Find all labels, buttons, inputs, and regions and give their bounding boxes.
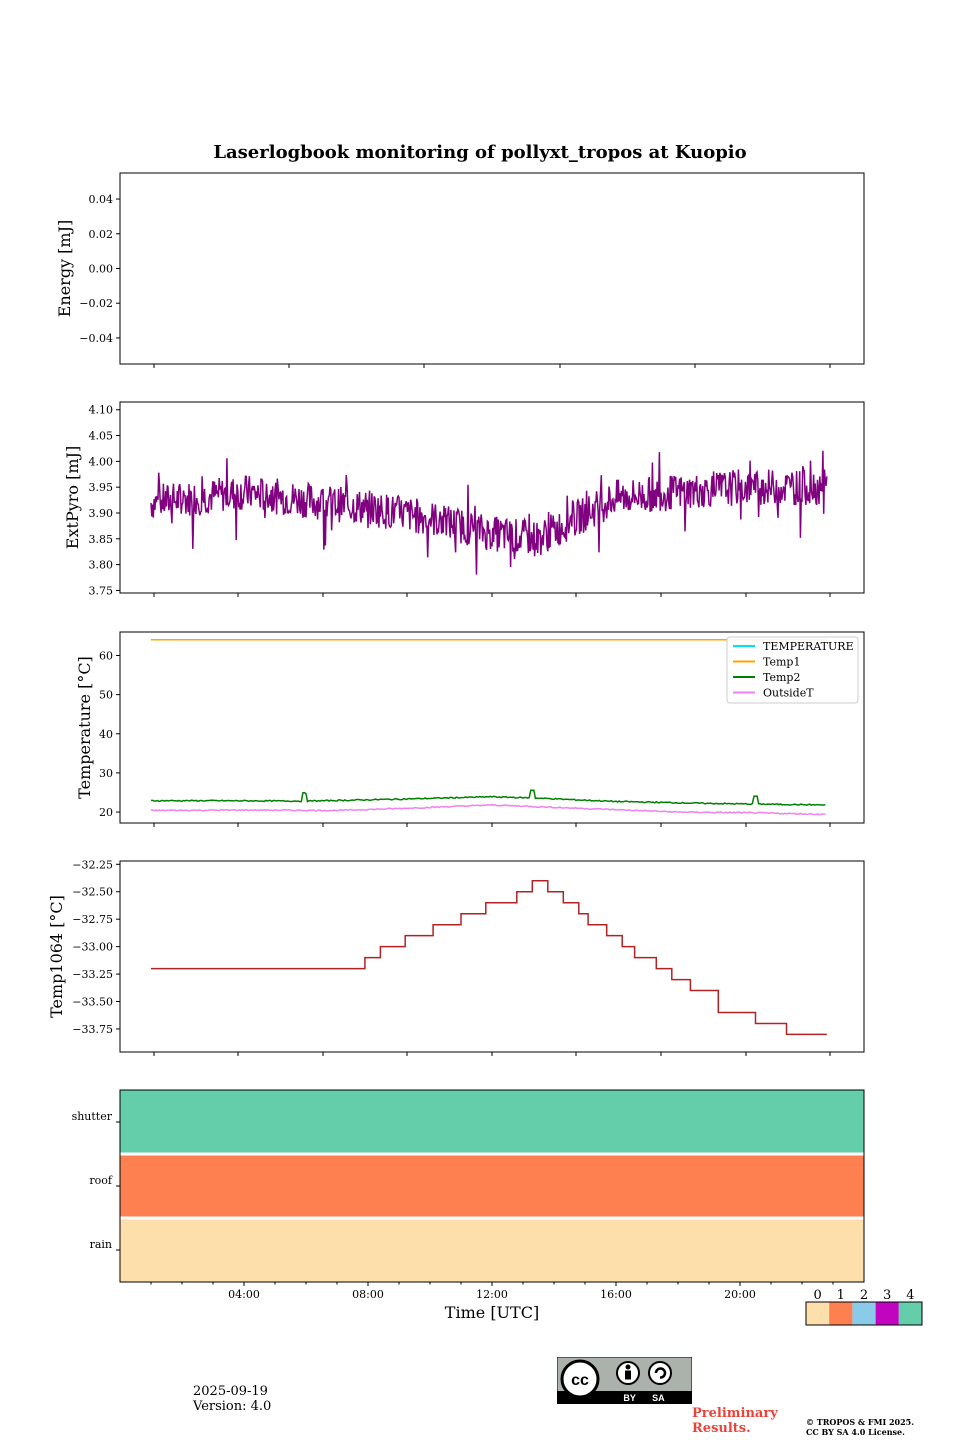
by-attribution-body xyxy=(625,1370,631,1380)
colorbar-cell xyxy=(829,1302,853,1325)
colorbar-cell xyxy=(806,1302,830,1325)
y-tick-label: −32.75 xyxy=(72,913,113,926)
footer-date-block: 2025-09-19 Version: 4.0 xyxy=(193,1384,271,1414)
x-tick-label: 16:00 xyxy=(600,1288,632,1301)
y-tick-label: 3.85 xyxy=(89,533,114,546)
y-axis-label-temp1064: Temp1064 [°C] xyxy=(47,895,66,1018)
y-tick-label: −32.50 xyxy=(72,886,113,899)
copyright-block: © TROPOS & FMI 2025. CC BY SA 4.0 Licens… xyxy=(806,1417,914,1437)
license-badge-label: BY SA xyxy=(623,1393,665,1403)
colorbar-label: 4 xyxy=(906,1288,914,1303)
colorbar-cell xyxy=(875,1302,899,1325)
status-band-shutter xyxy=(120,1090,864,1154)
status-band-rain xyxy=(120,1218,864,1282)
plots-group: −0.04 −0.02 0.00 0.02 0.04 Energy [mJ] 3.75 3.8… xyxy=(47,172,923,1326)
y-tick-label: 3.90 xyxy=(89,507,114,520)
y-tick-label: 20 xyxy=(99,806,113,819)
x-axis-label: Time [UTC] xyxy=(445,1303,539,1322)
y-tick-label: 3.75 xyxy=(89,584,114,597)
status-band-roof xyxy=(120,1154,864,1218)
sa-share-alike-icon xyxy=(648,1361,672,1385)
y-tick-label: 0.04 xyxy=(89,193,114,206)
x-tick-label: 20:00 xyxy=(724,1288,756,1301)
colorbar-label: 3 xyxy=(883,1288,891,1303)
y-tick-label: 3.80 xyxy=(89,559,114,572)
panel-status: shutter roof rain 04:00 08:00 12:00 16:00 20:00… xyxy=(72,1089,923,1326)
colorbar-label: 1 xyxy=(837,1288,845,1303)
footer-version: Version: 4.0 xyxy=(193,1399,272,1414)
status-row-label: roof xyxy=(89,1174,113,1187)
y-tick-label: −0.02 xyxy=(79,297,113,310)
panel-temperature: 20 30 40 50 60 Temperature [°C] TEMPERATURE Tem… xyxy=(75,631,865,827)
status-row-label: rain xyxy=(90,1238,112,1251)
y-tick-label: −33.00 xyxy=(72,941,113,954)
y-tick-label: −32.25 xyxy=(72,858,113,871)
panel-extpyro: 3.75 3.80 3.85 3.90 3.95 4.00 4.05 4.10 ExtPyro … xyxy=(63,401,865,597)
y-tick-label: 30 xyxy=(99,767,113,780)
cc-icon-text: cc xyxy=(571,1372,589,1389)
y-tick-label: 0.02 xyxy=(89,228,114,241)
plot-frame-energy xyxy=(119,172,865,365)
y-tick-label: 4.10 xyxy=(89,404,114,417)
colorbar-frame xyxy=(805,1301,923,1326)
series-line-outsidet xyxy=(151,803,826,816)
status-row-label: shutter xyxy=(72,1110,113,1123)
colorbar-label: 0 xyxy=(813,1288,821,1303)
y-tick-label: −0.04 xyxy=(79,332,113,345)
sa-share-alike-arrow xyxy=(654,1367,667,1379)
cc-by-sa-badge: cc BY SA xyxy=(557,1357,692,1404)
legend-entry: Temp1 xyxy=(763,656,800,669)
legend-entry: Temp2 xyxy=(763,671,800,684)
y-tick-label: 4.05 xyxy=(89,430,114,443)
cc-icon xyxy=(560,1359,600,1399)
series-line-extpyro xyxy=(150,450,828,575)
copyright-line-2: CC BY SA 4.0 License. xyxy=(806,1427,905,1437)
panel-temp1064: −33.75 −33.50 −33.25 −33.00 −32.75 −32.50 −32.… xyxy=(47,858,865,1056)
x-tick-label: 04:00 xyxy=(228,1288,260,1301)
y-tick-label: 3.95 xyxy=(89,481,114,494)
footer-date: 2025-09-19 xyxy=(193,1384,268,1399)
plot-frame-temp1064 xyxy=(119,860,865,1053)
legend-frame xyxy=(726,636,859,704)
y-axis-label-temperature: Temperature [°C] xyxy=(75,656,94,799)
copyright-line-1: © TROPOS & FMI 2025. xyxy=(806,1417,915,1427)
y-tick-label: 50 xyxy=(99,689,113,702)
y-tick-label: 0.00 xyxy=(89,263,114,276)
y-tick-label: −33.50 xyxy=(72,996,113,1009)
x-tick-label: 12:00 xyxy=(476,1288,508,1301)
colorbar-cell xyxy=(852,1302,876,1325)
y-tick-label: 60 xyxy=(99,649,113,662)
y-tick-label: −33.25 xyxy=(72,968,113,981)
y-tick-label: −33.75 xyxy=(72,1023,113,1036)
series-line-temp1064 xyxy=(151,880,827,1036)
temperature-legend: TEMPERATURE Temp1 Temp2 OutsideT xyxy=(726,636,859,704)
y-tick-label: 4.00 xyxy=(89,455,114,468)
legend-entry: TEMPERATURE xyxy=(763,640,854,653)
x-tick-label: 08:00 xyxy=(352,1288,384,1301)
preliminary-results-note: Preliminary Results. xyxy=(692,1406,778,1436)
y-axis-label-extpyro: ExtPyro [mJ] xyxy=(63,446,82,549)
by-attribution-head xyxy=(625,1364,631,1370)
series-line-temp2 xyxy=(151,789,826,807)
legend-entry: OutsideT xyxy=(763,687,814,700)
y-tick-label: 40 xyxy=(99,728,113,741)
colorbar-label: 2 xyxy=(860,1288,868,1303)
figure-title: Laserlogbook monitoring of pollyxt_tropo… xyxy=(213,142,746,163)
colorbar-cell xyxy=(898,1302,922,1325)
y-axis-label-energy: Energy [mJ] xyxy=(55,220,74,318)
panel-energy: −0.04 −0.02 0.00 0.02 0.04 Energy [mJ] xyxy=(55,172,865,368)
